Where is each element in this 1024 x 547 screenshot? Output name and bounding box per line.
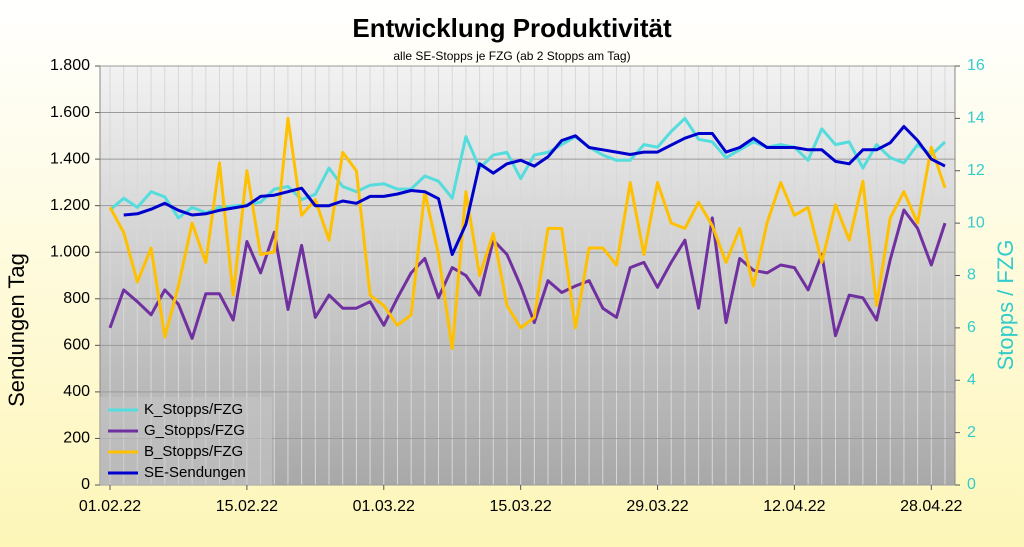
y2-tick-label: 6 <box>967 319 976 336</box>
chart-title: Entwicklung Produktivität <box>352 13 672 43</box>
y-tick-label: 800 <box>63 290 90 307</box>
lines <box>108 116 947 351</box>
legend-label: K_Stopps/FZG <box>144 401 243 418</box>
y-axis-label: Sendungen Tag <box>4 253 29 407</box>
legend-label: B_Stopps/FZG <box>144 443 243 460</box>
x-tick-label: 29.03.22 <box>626 498 688 515</box>
axes: 02004006008001.0001.2001.4001.6001.80002… <box>50 57 985 515</box>
y-tick-label: 200 <box>63 430 90 447</box>
series-line <box>108 116 947 351</box>
y2-tick-label: 16 <box>967 57 985 74</box>
y-tick-label: 600 <box>63 337 90 354</box>
y2-tick-label: 12 <box>967 162 985 179</box>
y2-tick-label: 14 <box>967 110 985 127</box>
x-tick-label: 28.04.22 <box>900 498 962 515</box>
y-tick-label: 1.400 <box>50 150 90 167</box>
y2-tick-label: 4 <box>967 371 976 388</box>
legend-label: G_Stopps/FZG <box>144 422 245 439</box>
y2-axis-label: Stopps / FZG <box>993 240 1018 371</box>
y-tick-label: 1.800 <box>50 57 90 74</box>
legend-label: SE-Sendungen <box>144 464 246 481</box>
y-tick-label: 1.000 <box>50 243 90 260</box>
legend-box <box>100 397 272 485</box>
y2-tick-label: 2 <box>967 424 976 441</box>
chart-subtitle: alle SE-Stopps je FZG (ab 2 Stopps am Ta… <box>393 49 630 63</box>
y-tick-label: 0 <box>81 476 90 493</box>
x-tick-label: 15.03.22 <box>490 498 552 515</box>
y2-tick-label: 8 <box>967 267 976 284</box>
y-tick-label: 1.200 <box>50 197 90 214</box>
x-tick-label: 12.04.22 <box>763 498 825 515</box>
x-tick-label: 01.03.22 <box>353 498 415 515</box>
series-line <box>108 208 947 340</box>
y2-tick-label: 0 <box>967 476 976 493</box>
legend: K_Stopps/FZG G_Stopps/FZG B_Stopps/FZG SE-S… <box>100 397 272 485</box>
x-tick-label: 15.02.22 <box>216 498 278 515</box>
x-tick-label: 01.02.22 <box>79 498 141 515</box>
series-line <box>123 125 946 256</box>
y-tick-label: 400 <box>63 383 90 400</box>
y2-tick-label: 10 <box>967 214 985 231</box>
y-tick-label: 1.600 <box>50 104 90 121</box>
